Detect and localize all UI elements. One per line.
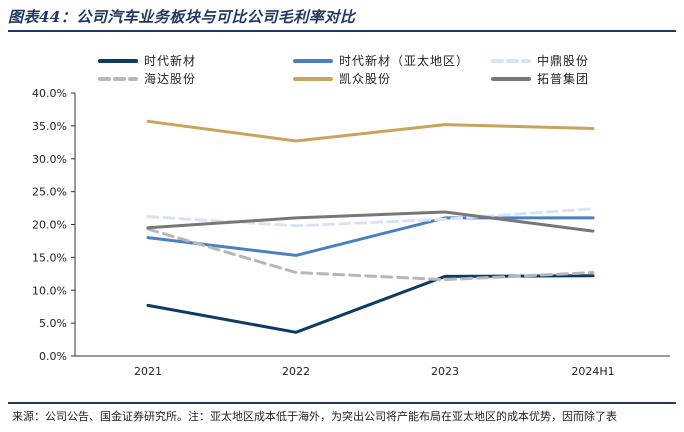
chart-title: 图表44：公司汽车业务板块与可比公司毛利率对比 — [8, 8, 356, 26]
y-tick-label: 0.0% — [39, 350, 67, 363]
y-tick-label: 35.0% — [32, 120, 67, 133]
x-tick-label: 2023 — [431, 365, 459, 378]
y-tick-label: 40.0% — [32, 87, 67, 100]
series-line-4 — [146, 119, 595, 143]
legend-label-1: 时代新材（亚太地区） — [339, 53, 469, 68]
series-line-0 — [146, 274, 595, 334]
legend-label-5: 拓普集团 — [537, 71, 589, 86]
legend-label-0: 时代新材 — [144, 53, 196, 68]
series-line-2 — [146, 207, 595, 228]
y-tick-label: 25.0% — [32, 186, 67, 199]
series-line-5 — [146, 210, 595, 233]
y-tick-label: 5.0% — [39, 317, 67, 330]
y-tick-label: 30.0% — [32, 153, 67, 166]
x-tick-label: 2022 — [282, 365, 310, 378]
title-divider — [8, 30, 676, 32]
series-line-1 — [146, 216, 595, 257]
legend-label-4: 凯众股份 — [339, 72, 391, 86]
x-tick-label: 2021 — [134, 365, 162, 378]
footer-divider — [8, 402, 676, 404]
y-tick-label: 20.0% — [32, 219, 67, 232]
legend-label-3: 海达股份 — [144, 71, 196, 86]
y-tick-label: 15.0% — [32, 251, 67, 264]
x-tick-label: 2024H1 — [571, 365, 614, 378]
series-line-3 — [146, 227, 595, 282]
legend-label-2: 中鼎股份 — [537, 53, 589, 68]
source-note: 来源：公司公告、国金证券研究所。注：亚太地区成本低于海外，为突出公司将产能布局在… — [12, 410, 617, 423]
y-tick-label: 10.0% — [32, 284, 67, 297]
